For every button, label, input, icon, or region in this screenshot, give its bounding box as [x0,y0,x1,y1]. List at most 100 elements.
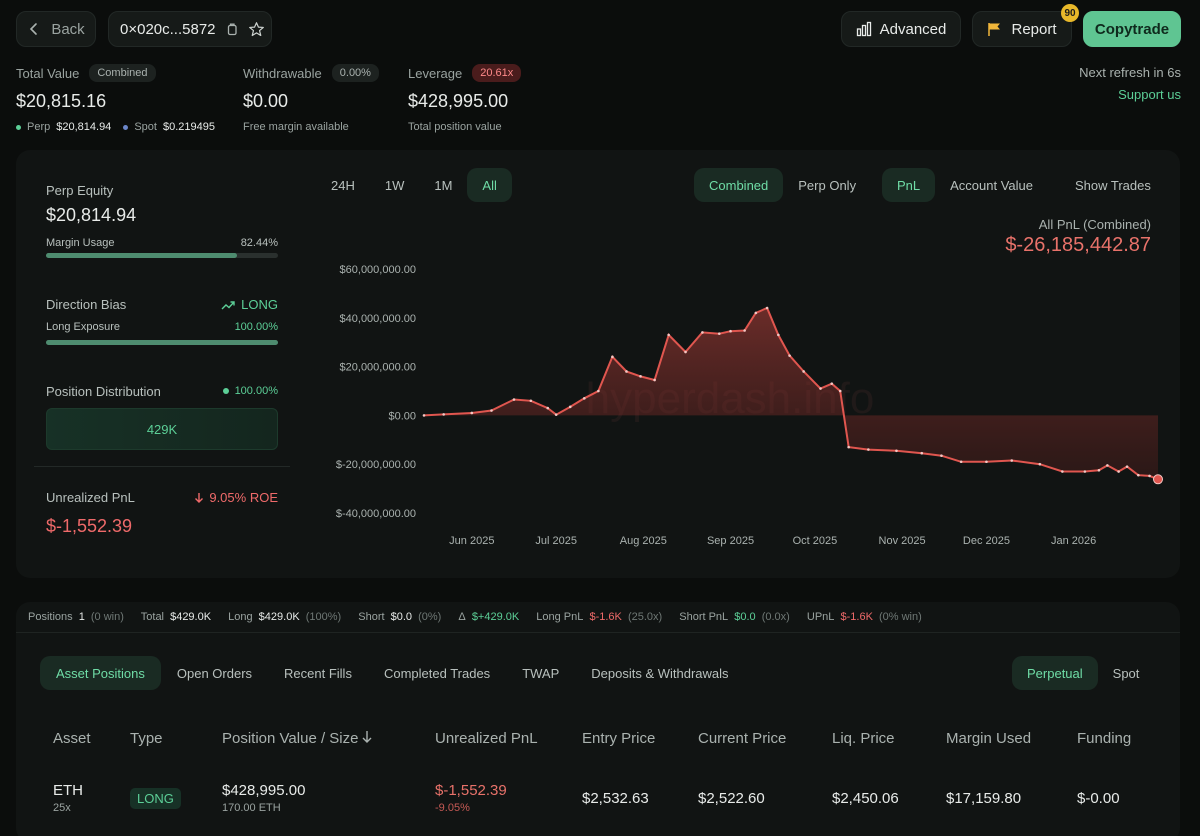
x-tick-label: Dec 2025 [963,535,1010,547]
back-label: Back [51,20,85,38]
stat-short-pnl-value: $0.0 [734,611,756,623]
copytrade-label: Copytrade [1094,20,1170,38]
long-exposure-fill [46,340,278,345]
spot-label: Spot [134,121,157,133]
position-distribution-label: Position Distribution [46,384,161,399]
stat-long-pnl-label: Long PnL [536,611,584,623]
overview-panel [16,150,1180,578]
header-margin-used[interactable]: Margin Used [946,730,1032,747]
direction-bias: LONG [221,297,278,312]
data-point [1083,470,1087,473]
tab-asset-positions[interactable]: Asset Positions [40,656,161,690]
data-point [788,354,791,357]
cell-funding: $-0.00 [1077,790,1120,807]
position-distribution-pct-value: 100.00% [234,385,278,397]
cell-asset[interactable]: ETH [53,782,83,799]
data-point [1106,464,1109,467]
direction-bias-label: Direction Bias [46,297,127,312]
total-value-label: Total Value [16,65,80,81]
data-point [1148,474,1151,478]
tab-open-orders[interactable]: Open Orders [176,665,253,681]
show-trades-toggle[interactable]: Show Trades [1060,168,1166,202]
support-link[interactable]: Support us [1118,87,1181,102]
tab-recent-fills[interactable]: Recent Fills [284,665,352,681]
header-type[interactable]: Type [130,730,163,747]
leverage-badge: 20.61x [472,64,522,82]
tab-completed-trades[interactable]: Completed Trades [383,665,491,681]
data-point [639,375,642,378]
withdrawable-badge: 0.00% [331,64,379,82]
divider [34,466,290,467]
position-distribution-bar-label: 429K [146,421,178,437]
unrealized-pnl-label: Unrealized PnL [46,490,135,505]
range-24h[interactable]: 24H [331,177,355,193]
position-distribution-bar[interactable]: 429K [46,408,278,450]
range-1w[interactable]: 1W [384,177,405,193]
stat-total-label: Total [140,611,165,623]
back-button[interactable]: Back [16,11,96,47]
data-point [1061,470,1064,473]
mode-perp-only[interactable]: Perp Only [798,177,857,193]
pnl-chart[interactable]: hyperdash.info $60,000,000.00$40,000,000… [300,250,1180,560]
metric-pnl[interactable]: PnL [882,168,936,202]
long-exposure-value: 100.00% [234,321,278,333]
sort-desc-icon[interactable] [361,730,373,748]
data-point [895,449,898,453]
tab-twap[interactable]: TWAP [522,665,560,681]
stat-positions-label: Positions [28,611,73,623]
stat-delta-value: $+429.0K [471,611,520,623]
range-1m[interactable]: 1M [434,177,453,193]
header-entry-price[interactable]: Entry Price [582,730,656,747]
data-point [512,398,516,401]
data-point [717,332,721,335]
header-position-value-size[interactable]: Position Value / Size [222,730,359,747]
header-current-price[interactable]: Current Price [698,730,787,747]
data-point [830,382,834,385]
metric-account-value[interactable]: Account Value [950,177,1034,193]
withdrawable-label: Withdrawable [243,65,322,81]
star-icon[interactable] [248,21,265,38]
stat-long-value: $429.0K [258,611,300,623]
market-perpetual[interactable]: Perpetual [1012,656,1098,690]
mode-combined[interactable]: Combined [694,168,784,202]
stat-short-pct: (0%) [418,611,442,623]
copy-icon[interactable] [225,22,239,36]
current-point[interactable] [1153,474,1163,485]
stat-short-pnl-x: (0.0x) [761,611,790,623]
margin-usage-fill [46,253,238,258]
market-spot[interactable]: Spot [1112,665,1140,681]
data-point [867,448,870,451]
data-point [442,413,445,416]
stat-short-pnl-label: Short PnL [679,611,729,623]
y-tick-label: $-20,000,000.00 [336,459,416,471]
x-tick-label: Nov 2025 [879,535,926,547]
data-point [490,409,493,412]
report-button[interactable]: Report [972,11,1072,47]
market-type-selector: Perpetual Spot [1012,656,1154,690]
header-funding[interactable]: Funding [1077,730,1132,747]
leverage-block: Leverage 20.61x $428,995.00 Total positi… [408,64,578,133]
data-point [802,370,805,373]
header-liq-price[interactable]: Liq. Price [832,730,895,747]
stat-long-pct: (100%) [305,611,342,623]
perp-label: Perp [27,121,51,133]
stat-positions-win: (0 win) [90,611,124,623]
y-tick-label: $40,000,000.00 [340,313,416,325]
header-unrealized-pnl[interactable]: Unrealized PnL [435,730,538,747]
stat-long-pnl-x: (25.0x) [627,611,663,623]
copytrade-button[interactable]: Copytrade [1083,11,1181,47]
unrealized-roe: 9.05% ROE [194,490,278,505]
advanced-button[interactable]: Advanced [841,11,961,47]
cell-position-value: $428,995.00 [222,782,306,799]
range-all[interactable]: All [467,168,512,202]
tab-deposits-withdrawals[interactable]: Deposits & Withdrawals [591,665,729,681]
position-distribution-pct: 100.00% [222,385,278,397]
header-asset[interactable]: Asset [53,730,91,747]
perp-equity-value: $20,814.94 [46,205,137,225]
data-point [701,331,704,334]
cell-position-size: 170.00 ETH [222,802,281,814]
data-point [684,350,687,354]
data-point [985,460,988,464]
cell-type-badge: LONG [130,788,181,809]
cell-unrealized-pct: -9.05% [435,802,470,814]
